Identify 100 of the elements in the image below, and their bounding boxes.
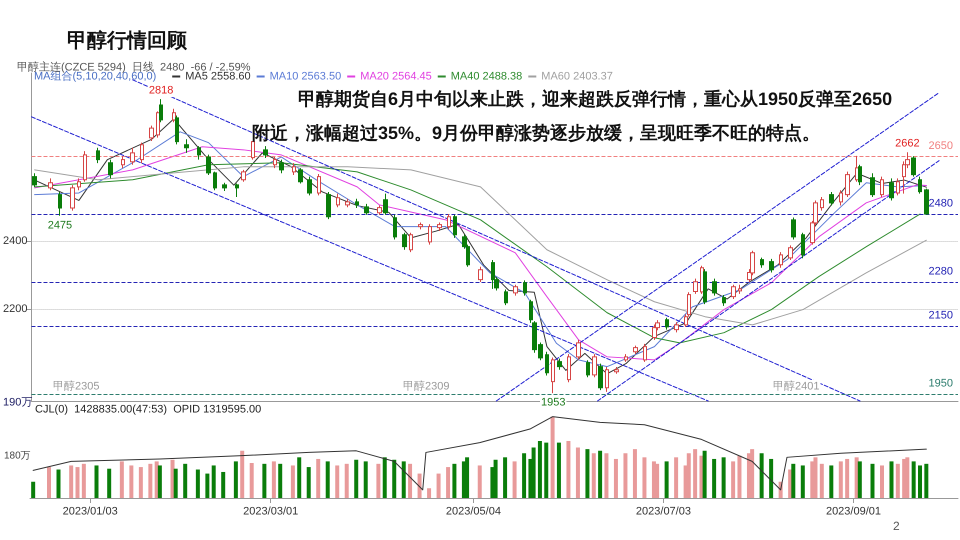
ref-line-label: 1950 xyxy=(928,378,953,390)
bar xyxy=(418,474,422,498)
candlestick xyxy=(108,159,113,179)
bar xyxy=(376,464,380,498)
bar xyxy=(221,472,226,498)
candlestick xyxy=(437,222,442,232)
bar xyxy=(408,464,412,498)
annotation: 附近，涨幅超过35%。9月份甲醇涨势逐步放缓，呈现旺季不旺的特点。 xyxy=(252,123,820,143)
bar xyxy=(240,450,244,498)
bar xyxy=(686,453,691,498)
candlestick xyxy=(58,191,62,216)
bar xyxy=(838,461,843,498)
candlestick xyxy=(355,198,359,208)
bar xyxy=(382,457,387,498)
bar xyxy=(512,461,517,498)
bar xyxy=(924,464,928,498)
candlestick xyxy=(858,164,862,186)
candlestick xyxy=(504,289,508,306)
bar xyxy=(138,467,143,498)
candlestick xyxy=(409,232,413,253)
bar xyxy=(205,474,210,498)
bar xyxy=(436,474,441,498)
candlestick xyxy=(364,203,369,216)
bar xyxy=(642,457,646,498)
candlestick xyxy=(605,366,609,392)
candlestick xyxy=(791,216,796,240)
bar xyxy=(858,461,862,498)
candlestick xyxy=(32,172,37,188)
legend-label: MA10 2563.50 xyxy=(270,70,342,82)
bar xyxy=(120,461,124,498)
candlestick xyxy=(184,138,189,154)
candlestick xyxy=(292,162,296,176)
bar xyxy=(69,465,74,498)
x-tick-label: 2023/09/01 xyxy=(826,506,882,518)
candlestick xyxy=(551,356,555,394)
candlestick xyxy=(235,182,239,198)
bar xyxy=(760,453,764,498)
bar xyxy=(47,467,52,498)
candlestick xyxy=(598,363,603,391)
candlestick xyxy=(769,258,774,274)
candlestick xyxy=(652,324,657,340)
bar xyxy=(31,482,36,498)
candlestick xyxy=(643,343,647,362)
candlestick xyxy=(263,146,268,158)
candlestick xyxy=(83,150,87,182)
bar xyxy=(604,453,608,498)
bar xyxy=(297,457,302,498)
bar xyxy=(272,461,276,498)
x-tick-label: 2023/07/03 xyxy=(636,506,691,518)
candlestick xyxy=(251,140,255,160)
bar xyxy=(148,464,152,498)
bar xyxy=(56,470,61,498)
bar xyxy=(335,465,340,498)
candlestick xyxy=(545,351,549,376)
candlestick xyxy=(788,244,793,260)
candlestick xyxy=(241,169,246,182)
bar xyxy=(129,465,134,498)
ref-line-label: 2280 xyxy=(928,266,953,278)
bar xyxy=(614,458,618,498)
candlestick xyxy=(614,366,619,374)
candlestick xyxy=(377,205,382,216)
bar xyxy=(494,460,498,498)
candlestick xyxy=(880,176,884,198)
candlestick xyxy=(523,280,527,296)
candlestick xyxy=(760,257,764,268)
annotation: 甲醇2401 xyxy=(773,380,820,392)
bar xyxy=(503,457,508,498)
candlestick xyxy=(326,191,331,220)
bar xyxy=(632,449,637,498)
bar xyxy=(278,464,282,498)
bar xyxy=(722,457,726,498)
candlestick xyxy=(801,232,805,259)
candlestick xyxy=(70,184,75,212)
candlestick xyxy=(712,278,717,296)
bar xyxy=(556,442,561,498)
candlestick xyxy=(447,214,451,230)
candlestick xyxy=(557,358,562,370)
candlestick xyxy=(693,278,698,294)
bar xyxy=(889,461,894,498)
candlestick xyxy=(896,178,900,196)
bar xyxy=(664,461,669,498)
candlestick xyxy=(478,266,483,283)
bar xyxy=(538,441,542,498)
candlestick xyxy=(213,171,217,191)
candlestick xyxy=(567,354,571,383)
candlestick xyxy=(383,193,388,216)
candlestick xyxy=(674,322,679,333)
bar xyxy=(234,461,238,498)
candlestick xyxy=(722,294,726,306)
ref-line-label: 2480 xyxy=(928,198,953,210)
candlestick xyxy=(918,176,922,194)
bar xyxy=(880,465,884,498)
bar xyxy=(94,465,99,498)
bar xyxy=(262,464,266,498)
candlestick xyxy=(307,176,312,196)
candlestick xyxy=(121,156,125,169)
bar xyxy=(326,461,330,498)
annotation: 190万 xyxy=(3,396,32,408)
candlestick xyxy=(298,168,303,184)
y-tick-label: 2200 xyxy=(2,303,28,316)
